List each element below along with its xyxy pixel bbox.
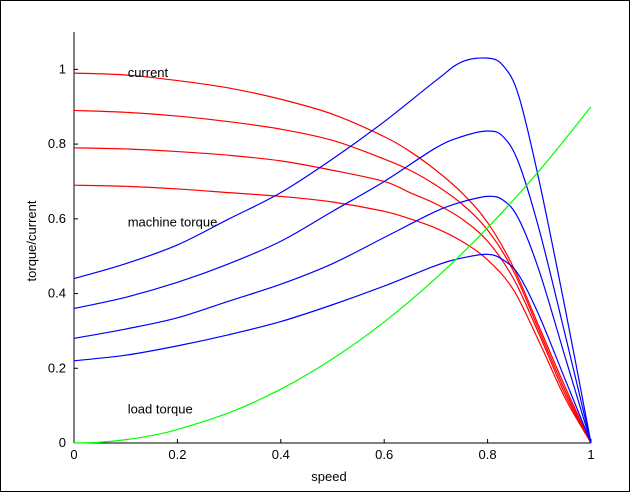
y-tick-label: 0 bbox=[59, 435, 66, 450]
current-curve bbox=[73, 72, 592, 444]
machine-torque-curve bbox=[73, 253, 592, 444]
y-tick-label: 1 bbox=[59, 61, 66, 76]
annotation-label: machine torque bbox=[128, 215, 218, 230]
x-tick-label: 0.8 bbox=[479, 447, 497, 462]
chart-annotations: current machine torque load torque bbox=[128, 65, 218, 416]
machine-torque-curve bbox=[73, 130, 592, 444]
y-tick-label: 0.6 bbox=[48, 211, 66, 226]
y-tick-label: 0.8 bbox=[48, 136, 66, 151]
chart-series-layer bbox=[73, 57, 592, 444]
annotation-label: load torque bbox=[128, 401, 193, 416]
chart-axes: 0 0.2 0.4 0.6 0.8 1 0 0.2 0.4 0.6 0.8 1 bbox=[48, 32, 595, 462]
x-tick-label: 0.6 bbox=[375, 447, 393, 462]
current-curve bbox=[73, 109, 592, 444]
x-tick-label: 1 bbox=[587, 447, 594, 462]
y-axis-label: torque/current bbox=[24, 200, 39, 281]
current-curve bbox=[73, 147, 592, 444]
annotation-label: current bbox=[128, 65, 169, 80]
x-tick-label: 0 bbox=[70, 447, 77, 462]
y-tick-label: 0.4 bbox=[48, 286, 66, 301]
machine-torque-curve bbox=[73, 195, 592, 444]
x-tick-label: 0.2 bbox=[168, 447, 186, 462]
machine-torque-curve bbox=[73, 57, 592, 444]
current-curve bbox=[73, 184, 592, 444]
y-tick-label: 0.2 bbox=[48, 360, 66, 375]
x-tick-label: 0.4 bbox=[272, 447, 290, 462]
x-axis-label: speed bbox=[311, 469, 346, 484]
load-torque-curve bbox=[73, 106, 592, 444]
